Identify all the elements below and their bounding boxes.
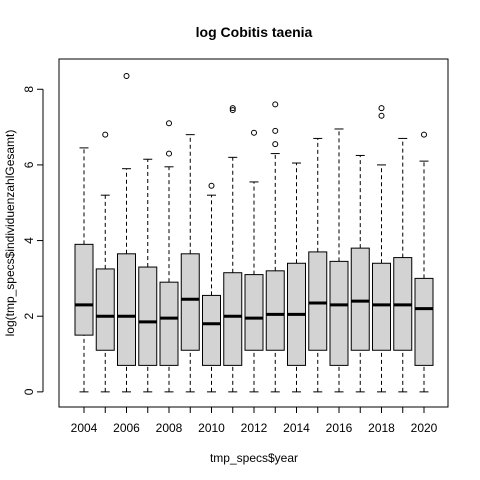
x-tick-label: 2012	[241, 421, 268, 435]
outlier-point	[123, 73, 130, 80]
box-iqr	[159, 281, 179, 366]
y-tick-label: 6	[22, 161, 36, 168]
x-tick-label: 2006	[113, 421, 140, 435]
box-iqr	[329, 260, 349, 366]
box-2009	[180, 134, 200, 393]
box-2016	[329, 128, 349, 393]
outlier-point	[272, 127, 279, 134]
box-iqr	[350, 247, 370, 351]
x-tick-label: 2020	[411, 421, 438, 435]
outlier-point	[166, 150, 172, 157]
outlier-point	[102, 131, 109, 138]
plot-area	[74, 73, 434, 393]
outlier-point	[251, 129, 257, 136]
y-tick-label: 8	[22, 86, 36, 93]
outlier-point	[378, 112, 385, 119]
y-tick-label: 2	[22, 313, 36, 320]
box-2010	[202, 182, 221, 393]
x-tick-label: 2008	[156, 421, 183, 435]
box-iqr	[202, 294, 221, 366]
box-iqr	[308, 251, 328, 351]
x-tick-label: 2014	[283, 421, 310, 435]
box-2007	[138, 158, 158, 393]
outlier-point	[166, 120, 172, 127]
chart-title: log Cobitis taenia	[196, 24, 313, 40]
x-axis: 2004 2006 2008 2010 2012 2014 2016 2018 2020	[71, 406, 438, 435]
y-tick-label: 4	[22, 237, 36, 244]
outlier-point	[421, 131, 427, 138]
y-tick-label: 0	[22, 388, 36, 395]
box-iqr	[138, 266, 158, 366]
y-axis: 0 2 4 6 8	[22, 86, 44, 395]
outlier-point	[378, 105, 385, 112]
box-iqr	[244, 274, 264, 351]
box-2020	[414, 131, 434, 393]
box-2011	[223, 105, 243, 393]
box-2015	[308, 137, 328, 393]
outlier-point	[272, 141, 279, 148]
outlier-point	[208, 182, 215, 189]
outlier-point	[229, 105, 236, 112]
box-2018	[372, 105, 391, 393]
box-iqr	[95, 268, 115, 351]
box-2019	[393, 137, 413, 393]
box-2004	[74, 147, 94, 393]
box-2008	[159, 120, 179, 393]
y-axis-label: log(tmp_specs$individuenzahlGesamt)	[3, 130, 17, 337]
x-tick-label: 2010	[198, 421, 225, 435]
box-iqr	[223, 272, 243, 366]
box-2012	[244, 129, 264, 393]
box-2017	[350, 154, 370, 393]
box-2006	[117, 73, 136, 393]
outlier-point	[229, 107, 236, 114]
box-iqr	[74, 243, 94, 336]
x-axis-label: tmp_specs$year	[210, 451, 298, 465]
box-iqr	[117, 253, 136, 366]
box-2013	[265, 101, 285, 393]
x-tick-label: 2004	[71, 421, 98, 435]
box-iqr	[372, 262, 391, 351]
x-tick-label: 2018	[368, 421, 395, 435]
x-tick-label: 2016	[326, 421, 353, 435]
box-iqr	[414, 277, 434, 366]
box-2014	[287, 162, 306, 393]
box-2005	[95, 131, 115, 393]
outlier-point	[272, 101, 279, 108]
box-iqr	[265, 270, 285, 351]
box-iqr	[180, 253, 200, 351]
